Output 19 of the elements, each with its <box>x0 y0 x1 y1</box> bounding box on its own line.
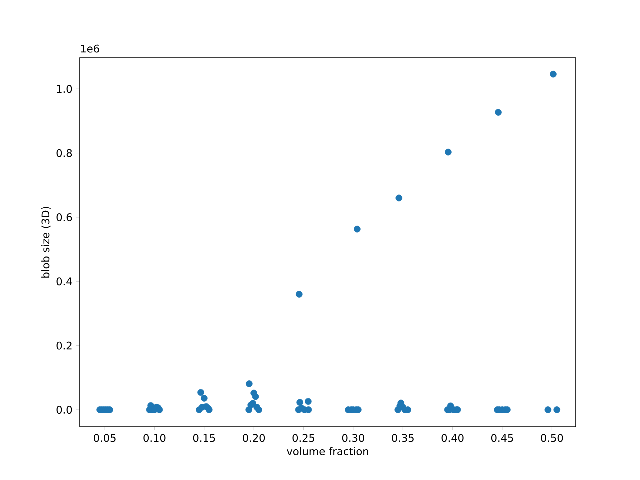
x-tick-label: 0.25 <box>292 434 315 442</box>
x-tick-label: 0.30 <box>342 434 364 442</box>
x-tick-label: 0.35 <box>392 434 414 442</box>
y-tick-label: 0.0 <box>56 406 72 414</box>
y-tick-label: 0.8 <box>56 149 72 158</box>
y-tick-label: 0.6 <box>56 213 72 222</box>
x-tick-label: 0.05 <box>94 434 116 442</box>
x-tick-label: 0.15 <box>193 434 216 442</box>
y-tick-label: 0.4 <box>56 278 72 286</box>
y-tick-label: 0.2 <box>56 342 72 350</box>
x-tick-label: 0.40 <box>442 434 464 442</box>
x-axis-title: volume fraction <box>287 447 368 456</box>
x-tick-label: 0.45 <box>491 434 514 442</box>
y-axis-title: blob size (3D) <box>42 207 51 278</box>
x-tick-label: 0.10 <box>144 434 166 442</box>
x-tick-label: 0.50 <box>541 434 564 442</box>
y-tick-label: 1.0 <box>57 85 72 94</box>
text: 1e6 <box>81 44 100 53</box>
x-tick-label: 0.20 <box>243 434 266 442</box>
